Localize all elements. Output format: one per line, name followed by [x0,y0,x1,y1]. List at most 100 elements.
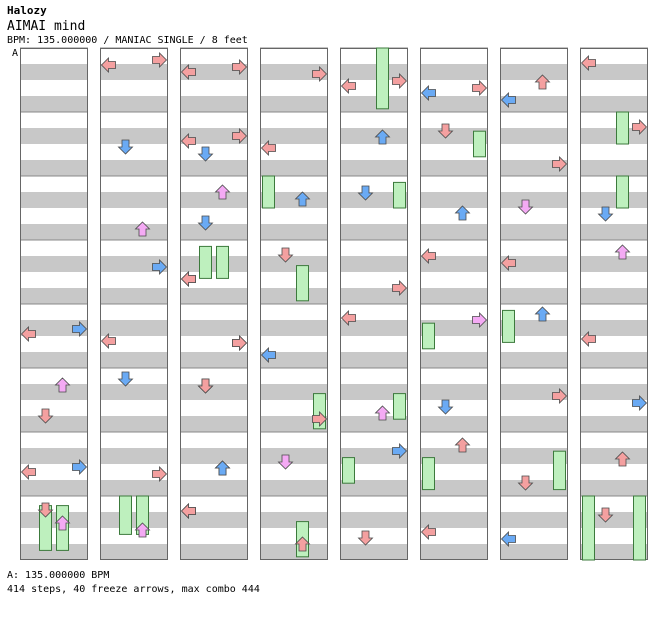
beat-stripe [260,128,328,144]
left-arrow-note [420,524,436,540]
beat-stripe [100,288,168,304]
beat-stripe [20,384,88,400]
beat-stripe [500,96,568,112]
left-arrow-note [580,331,596,347]
beat-stripe [180,96,248,112]
down-arrow-note [117,139,134,155]
beat-stripe [500,192,568,208]
left-arrow-note [180,271,196,287]
right-arrow-note [72,321,88,337]
freeze-arrow [342,457,355,484]
freeze-arrow [616,175,629,209]
right-arrow-note [72,459,88,475]
beat-stripe [260,224,328,240]
up-arrow-note [214,460,231,476]
beat-stripe [100,448,168,464]
beat-stripe [340,64,408,80]
beat-stripe [20,192,88,208]
beat-stripe [420,160,488,176]
beat-stripe [100,64,168,80]
right-arrow-note [472,80,488,96]
up-arrow-note [294,191,311,207]
beat-stripe [180,128,248,144]
beat-stripe [500,64,568,80]
beat-stripe [580,160,648,176]
beat-stripe [100,544,168,560]
beat-stripe [20,320,88,336]
left-arrow-note [340,78,356,94]
left-arrow-note [100,333,116,349]
left-arrow-note [500,255,516,271]
left-arrow-note [100,57,116,73]
up-arrow-note [54,377,71,393]
beat-stripe [340,128,408,144]
up-arrow-note [534,74,551,90]
down-arrow-note [357,530,374,546]
right-arrow-note [552,388,568,404]
beat-stripe [340,448,408,464]
down-arrow-note [437,123,454,139]
left-arrow-note [180,503,196,519]
beat-stripe [20,288,88,304]
right-arrow-note [312,66,328,82]
beat-stripe [180,544,248,560]
beat-stripe [260,352,328,368]
beat-stripe [180,320,248,336]
beat-stripe [260,448,328,464]
beat-stripe [260,160,328,176]
left-arrow-note [260,347,276,363]
beat-stripe [100,384,168,400]
beat-stripe [500,544,568,560]
up-arrow-note [374,129,391,145]
left-arrow-note [260,140,276,156]
chart-column [180,47,248,560]
right-arrow-note [152,259,168,275]
chart-column [260,47,328,560]
beat-stripe [180,256,248,272]
down-arrow-note [597,206,614,222]
beat-stripe [420,480,488,496]
left-arrow-note [420,248,436,264]
beat-stripe [420,192,488,208]
beat-stripe [420,288,488,304]
down-arrow-note [517,475,534,491]
beat-stripe [580,352,648,368]
beat-stripe [260,96,328,112]
beat-stripe [500,288,568,304]
beat-stripe [340,192,408,208]
freeze-arrow [582,495,595,561]
beat-stripe [260,544,328,560]
beat-stripe [180,416,248,432]
freeze-arrow [262,175,275,209]
bpm-summary: A: 135.000000 BPM [7,570,110,581]
beat-stripe [20,416,88,432]
beat-stripe [260,256,328,272]
beat-stripe [420,544,488,560]
beat-stripe [420,64,488,80]
up-arrow-note [294,536,311,552]
freeze-arrow [376,47,389,110]
chart-column [100,47,168,560]
column-border [260,48,328,560]
beat-stripe [500,416,568,432]
right-arrow-note [472,312,488,328]
beat-stripe [580,384,648,400]
beat-stripe [100,480,168,496]
column-border [420,48,488,560]
right-arrow-note [232,128,248,144]
beat-stripe [340,480,408,496]
beat-stripe [420,448,488,464]
beat-stripe [260,64,328,80]
beat-stripe [340,256,408,272]
up-arrow-note [454,437,471,453]
down-arrow-note [597,507,614,523]
beat-stripe [580,128,648,144]
beat-stripe [500,320,568,336]
beat-stripe [260,192,328,208]
beat-stripe [100,320,168,336]
down-arrow-note [37,502,54,518]
right-arrow-note [392,73,408,89]
beat-stripe [500,160,568,176]
beat-stripe [180,192,248,208]
beat-stripe [420,320,488,336]
